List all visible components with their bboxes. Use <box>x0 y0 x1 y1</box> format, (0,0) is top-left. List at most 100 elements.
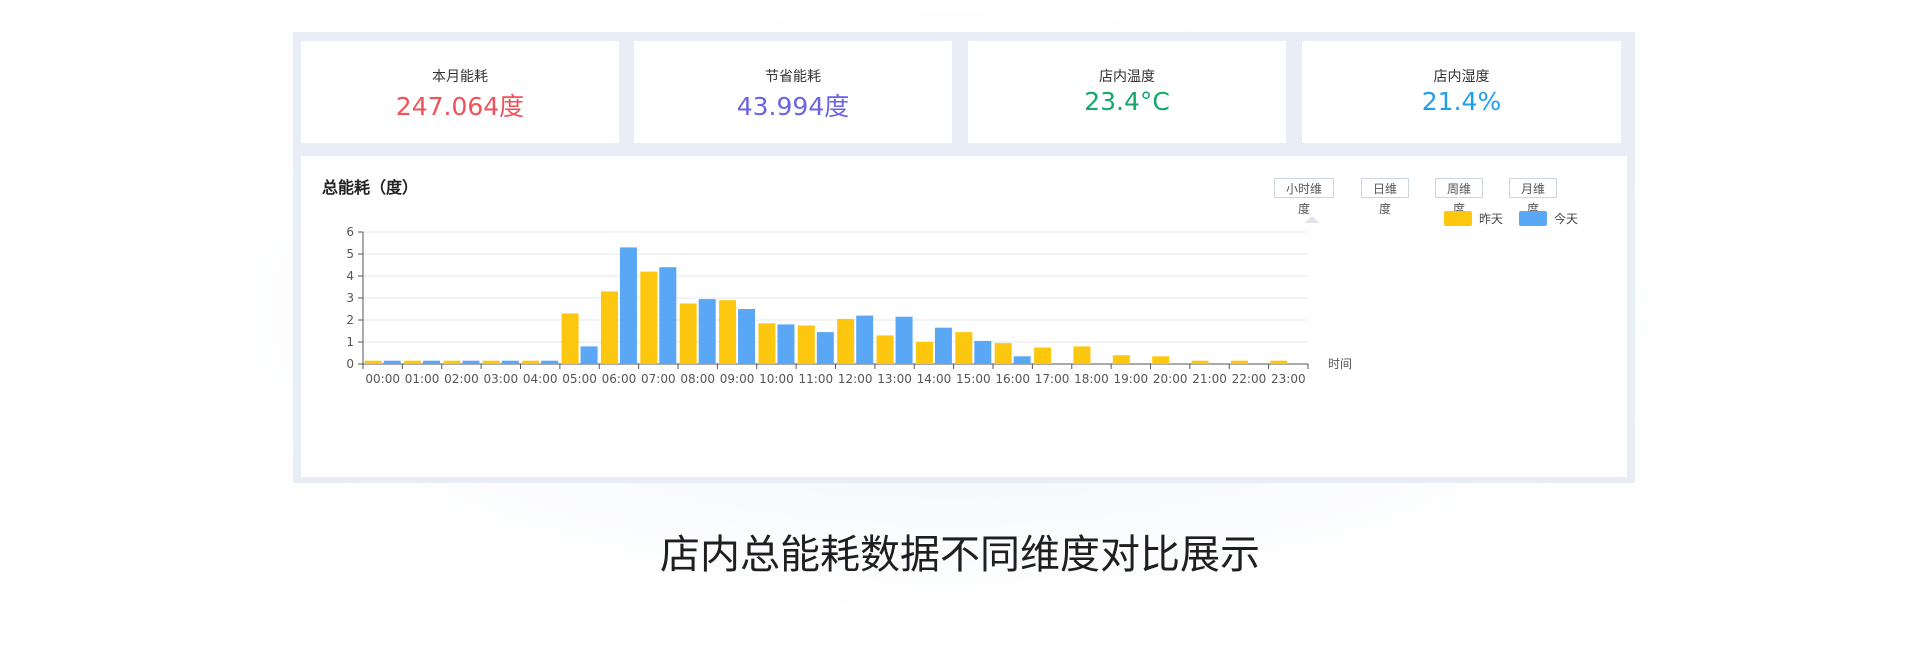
kpi-value: 43.994度 <box>736 92 850 121</box>
bar-today <box>738 309 756 364</box>
x-tick-label: 23:00 <box>1271 372 1306 386</box>
kpi-card-temperature: 店内温度 23.4°C <box>968 41 1286 143</box>
y-tick-label: 2 <box>346 313 354 327</box>
bar-today <box>934 327 952 364</box>
y-tick-label: 3 <box>346 291 354 305</box>
bar-yesterday <box>600 291 618 364</box>
bar-today <box>1013 356 1031 364</box>
bar-yesterday <box>915 342 933 364</box>
chart-title: 总能耗（度） <box>322 178 419 197</box>
bar-yesterday <box>404 360 422 364</box>
x-tick-label: 00:00 <box>365 372 400 386</box>
bar-today <box>895 316 913 364</box>
legend-label: 昨天 <box>1479 212 1504 226</box>
selected-dimension-caret-icon <box>1305 216 1319 223</box>
bar-yesterday <box>797 325 815 364</box>
bar-today <box>659 267 677 364</box>
bar-yesterday <box>955 332 973 364</box>
y-tick-label: 4 <box>346 269 354 283</box>
kpi-label: 本月能耗 <box>432 69 488 85</box>
legend-swatch <box>1444 211 1472 226</box>
x-tick-label: 22:00 <box>1232 372 1267 386</box>
x-tick-label: 15:00 <box>956 372 991 386</box>
bar-yesterday <box>719 300 737 364</box>
hour-dimension-button[interactable]: 小时维度 <box>1274 178 1334 216</box>
bar-yesterday <box>1191 360 1209 364</box>
y-tick-label: 6 <box>346 225 354 239</box>
x-tick-label: 05:00 <box>562 372 597 386</box>
x-tick-label: 20:00 <box>1153 372 1188 386</box>
legend-item-yesterday[interactable]: 昨天 <box>1444 210 1503 227</box>
x-tick-label: 16:00 <box>995 372 1030 386</box>
kpi-value: 247.064度 <box>395 92 525 121</box>
bar-yesterday <box>1152 356 1170 364</box>
x-tick-label: 14:00 <box>917 372 952 386</box>
bar-yesterday <box>640 271 658 364</box>
day-dimension-button[interactable]: 日维度 <box>1361 178 1409 216</box>
bar-yesterday <box>1112 355 1130 364</box>
bar-today <box>501 360 519 364</box>
bar-yesterday <box>443 360 461 364</box>
x-tick-label: 18:00 <box>1074 372 1109 386</box>
energy-bar-chart: 0 1 2 3 4 5 6 00:00 01:00 02:00 03:00 04:00 05:00 06:… <box>346 225 1352 386</box>
x-tick-label: 02:00 <box>444 372 479 386</box>
x-tick-label: 04:00 <box>523 372 558 386</box>
bar-today <box>462 360 480 364</box>
page-caption: 店内总能耗数据不同维度对比展示 <box>660 532 1260 578</box>
bar-yesterday <box>364 360 382 364</box>
kpi-card-humidity: 店内湿度 21.4% <box>1302 41 1621 143</box>
chart-card: 0 1 2 3 4 5 6 00:00 01:00 02:00 03:00 04:00 05:00 06:… <box>301 156 1627 477</box>
y-tick-label: 1 <box>346 335 354 349</box>
bar-today <box>383 360 401 364</box>
bar-today <box>619 247 637 364</box>
bar-today <box>698 299 716 364</box>
bar-yesterday <box>994 343 1012 364</box>
bar-yesterday <box>876 335 894 364</box>
x-tick-label: 17:00 <box>1035 372 1070 386</box>
x-tick-label: 01:00 <box>405 372 440 386</box>
x-axis-label: 时间 <box>1328 357 1352 371</box>
y-tick-label: 5 <box>346 247 354 261</box>
x-tick-label: 11:00 <box>799 372 834 386</box>
x-tick-label: 06:00 <box>602 372 637 386</box>
bar-yesterday <box>1034 347 1052 364</box>
kpi-card-month-energy: 本月能耗 247.064度 <box>301 41 619 143</box>
bar-yesterday <box>561 313 579 364</box>
bar-yesterday <box>522 360 540 364</box>
bar-today <box>777 324 795 364</box>
y-tick-label: 0 <box>346 357 354 371</box>
dashboard-panel: 本月能耗 247.064度 节省能耗 43.994度 店内温度 23.4°C 店… <box>293 32 1635 483</box>
kpi-label: 店内湿度 <box>1433 69 1490 85</box>
legend-swatch <box>1519 211 1547 226</box>
x-tick-label: 07:00 <box>641 372 676 386</box>
kpi-card-saved-energy: 节省能耗 43.994度 <box>634 41 952 143</box>
bar-today <box>541 360 559 364</box>
month-dimension-button[interactable]: 月维度 <box>1509 178 1557 216</box>
x-tick-label: 21:00 <box>1192 372 1227 386</box>
legend-item-today[interactable]: 今天 <box>1519 210 1578 227</box>
x-tick-label: 03:00 <box>484 372 519 386</box>
bar-yesterday <box>1230 360 1248 364</box>
bar-yesterday <box>837 318 855 364</box>
bar-today <box>974 340 992 364</box>
kpi-label: 店内温度 <box>1099 69 1155 85</box>
kpi-value: 21.4% <box>1421 87 1502 116</box>
kpi-value: 23.4°C <box>1084 87 1170 116</box>
x-tick-label: 10:00 <box>759 372 794 386</box>
bar-yesterday <box>1270 360 1288 364</box>
x-tick-label: 13:00 <box>877 372 912 386</box>
kpi-label: 节省能耗 <box>765 69 821 85</box>
bar-today <box>423 360 441 364</box>
bar-today <box>580 346 598 364</box>
week-dimension-button[interactable]: 周维度 <box>1435 178 1483 216</box>
x-tick-label: 08:00 <box>680 372 715 386</box>
x-tick-label: 09:00 <box>720 372 755 386</box>
bar-yesterday <box>1073 346 1091 364</box>
bar-yesterday <box>679 303 697 364</box>
bar-today <box>816 332 834 364</box>
x-tick-label: 19:00 <box>1114 372 1149 386</box>
bar-yesterday <box>482 360 500 364</box>
bar-yesterday <box>758 323 776 364</box>
x-tick-label: 12:00 <box>838 372 873 386</box>
bar-today <box>856 315 874 364</box>
